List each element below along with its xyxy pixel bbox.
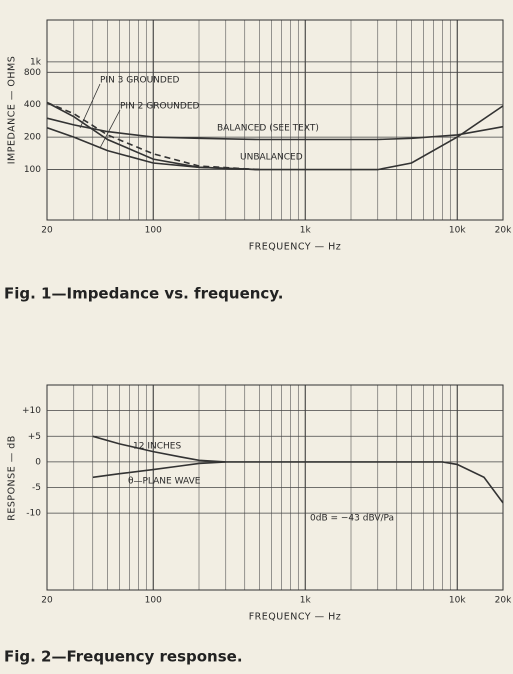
x-tick-label: 10k	[449, 596, 466, 606]
x-tick-label: 1k	[300, 226, 312, 236]
y-tick-label: -10	[26, 509, 41, 519]
series-line	[92, 435, 504, 504]
x-tick-label: 1k	[300, 596, 312, 606]
series-label: PIN 2 GROUNDED	[120, 102, 200, 112]
series-label: 12 INCHES	[133, 442, 181, 452]
figure-caption: Fig. 1—Impedance vs. frequency.	[4, 285, 283, 303]
series-label: UNBALANCED	[240, 153, 303, 163]
plot-frame	[46, 19, 504, 221]
x-tick-label: 20k	[495, 596, 512, 606]
y-tick-label: 200	[24, 133, 41, 143]
x-tick-label: 100	[145, 226, 162, 236]
series-line	[46, 105, 504, 171]
leader-line	[99, 109, 121, 149]
leader-line	[79, 83, 101, 129]
x-tick-label: 20	[41, 596, 53, 606]
y-axis-label: IMPEDANCE — OHMS	[7, 56, 18, 165]
y-tick-label: +5	[28, 432, 41, 442]
series-line	[92, 461, 226, 479]
x-tick-label: 10k	[449, 226, 466, 236]
series-label: θ—PLANE WAVE	[128, 477, 201, 487]
y-tick-label: +10	[22, 406, 41, 416]
x-tick-label: 20k	[495, 226, 512, 236]
series-line	[46, 101, 260, 171]
series-line	[46, 117, 504, 141]
series-label: BALANCED (SEE TEXT)	[217, 124, 319, 134]
x-tick-label: 20	[41, 226, 53, 236]
x-tick-label: 100	[145, 596, 162, 606]
series-label: PIN 3 GROUNDED	[100, 76, 180, 86]
y-tick-label: 1k	[30, 57, 42, 67]
y-tick-label: 0	[35, 457, 41, 467]
y-tick-label: 400	[24, 100, 41, 110]
y-tick-label: 100	[24, 165, 41, 175]
y-axis-label: RESPONSE — dB	[7, 435, 18, 521]
figure-caption: Fig. 2—Frequency response.	[4, 648, 243, 666]
x-axis-label: FREQUENCY — Hz	[249, 242, 342, 253]
chart: 20 100 1k 10k 20k +10 +5 0 -5 -10 FREQUENCY — Hz RE…	[4, 384, 512, 666]
annotation: 0dB = −43 dBV/Pa	[310, 514, 394, 524]
y-tick-label: -5	[32, 483, 41, 493]
x-axis-label: FREQUENCY — Hz	[249, 612, 342, 623]
y-tick-label: 800	[24, 68, 41, 78]
